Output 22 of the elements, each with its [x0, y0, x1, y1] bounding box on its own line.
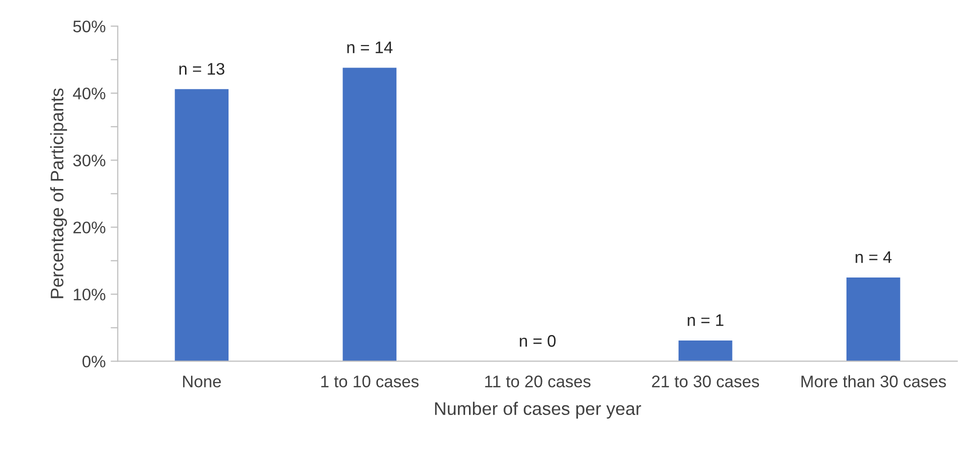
y-tick-label: 30% — [73, 154, 106, 166]
x-tick-label: More than 30 cases — [802, 375, 946, 388]
bar — [678, 340, 732, 362]
annotation: n = 1 — [688, 314, 724, 326]
y-tick-label: 50% — [73, 20, 106, 32]
x-axis-title: Number of cases per year — [435, 402, 642, 419]
annotation: n = 13 — [179, 62, 224, 75]
bar — [174, 89, 229, 362]
x-tick-label: 21 to 30 cases — [652, 376, 760, 388]
y-axis-title: Percentage of Participants — [50, 88, 68, 298]
x-tick-label: 11 to 20 cases — [485, 376, 590, 388]
annotation: n = 4 — [856, 251, 892, 263]
x-tick-label: 1 to 10 cases — [321, 376, 419, 388]
annotation: n = 0 — [520, 335, 556, 347]
y-tick-label: 40% — [72, 88, 106, 100]
x-tick-label: None — [183, 376, 221, 388]
bar — [846, 277, 900, 362]
bar — [342, 68, 396, 362]
annotation: n = 14 — [347, 42, 393, 54]
y-tick-label: 0% — [82, 356, 106, 368]
y-tick-label: 20% — [73, 222, 106, 234]
y-tick-label: 10% — [74, 288, 106, 300]
